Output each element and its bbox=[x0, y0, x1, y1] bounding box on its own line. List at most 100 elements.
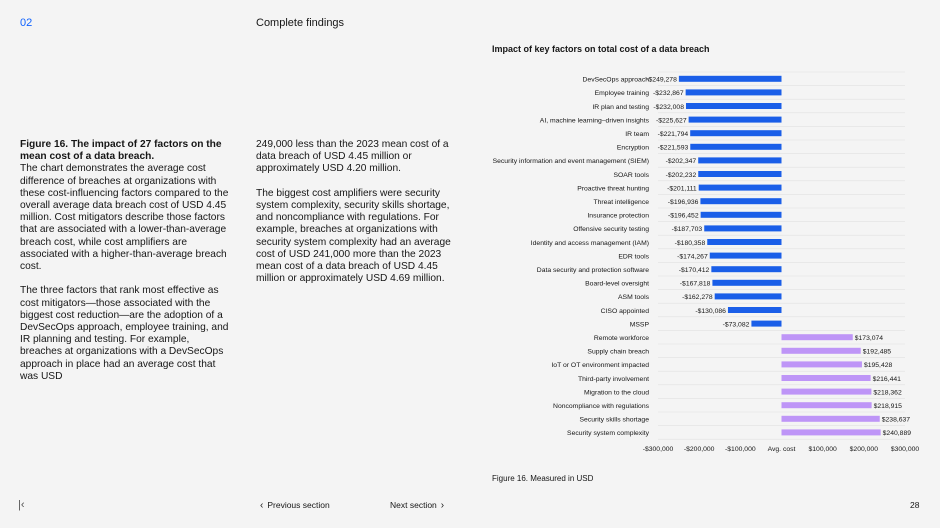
bar bbox=[781, 375, 871, 381]
tick-label: -$100,000 bbox=[725, 446, 756, 453]
category-label: AI, machine learning–driven insights bbox=[540, 117, 650, 124]
value-label: -$221,593 bbox=[658, 145, 689, 152]
category-label: Migration to the cloud bbox=[584, 389, 649, 396]
bar bbox=[685, 103, 782, 109]
category-label: ASM tools bbox=[618, 294, 650, 301]
bar bbox=[700, 211, 782, 218]
bar bbox=[678, 75, 782, 82]
value-label: -$249,278 bbox=[646, 77, 677, 84]
category-label: EDR tools bbox=[618, 253, 649, 260]
value-label: -$232,008 bbox=[653, 104, 684, 111]
category-label: IR team bbox=[625, 131, 649, 138]
value-label: -$232,867 bbox=[653, 90, 684, 97]
category-label: Insurance protection bbox=[587, 213, 649, 220]
category-label: Identity and access management (IAM) bbox=[531, 240, 649, 247]
bar bbox=[781, 429, 881, 436]
value-label: -$221,794 bbox=[658, 131, 689, 138]
category-label: CISO appointed bbox=[601, 308, 650, 315]
category-label: Security system complexity bbox=[567, 430, 650, 437]
chevron-right-icon: › bbox=[440, 500, 445, 511]
category-label: Offensive security testing bbox=[573, 226, 649, 233]
bar bbox=[690, 143, 782, 150]
value-label: $240,889 bbox=[883, 430, 912, 437]
section-title: Complete findings bbox=[256, 17, 345, 29]
value-label: -$225,627 bbox=[656, 117, 687, 124]
page-number: 28 bbox=[910, 500, 920, 510]
figure-title: Figure 16. The impact of 27 factors on t… bbox=[20, 139, 222, 163]
category-label: Proactive threat hunting bbox=[577, 185, 649, 192]
value-label: -$174,267 bbox=[677, 253, 708, 260]
tick-label: $300,000 bbox=[891, 446, 920, 453]
value-label: $238,637 bbox=[882, 417, 911, 424]
category-label: SOAR tools bbox=[613, 172, 649, 179]
category-label: Encryption bbox=[617, 145, 649, 152]
tick-label: $100,000 bbox=[808, 446, 837, 453]
category-label: Employee training bbox=[595, 90, 650, 97]
value-label: -$201,111 bbox=[667, 185, 697, 192]
category-label: Data security and protection software bbox=[537, 267, 649, 274]
tick-label: -$300,000 bbox=[643, 446, 674, 453]
paragraph: The chart demonstrates the average cost … bbox=[20, 163, 229, 273]
value-label: -$196,936 bbox=[668, 199, 699, 206]
category-label: IoT or OT environment impacted bbox=[551, 362, 649, 369]
bar bbox=[688, 116, 782, 123]
category-label: Security skills shortage bbox=[579, 417, 649, 424]
bar bbox=[707, 239, 782, 245]
value-label: -$167,818 bbox=[680, 281, 711, 288]
bar bbox=[700, 198, 782, 205]
bar bbox=[709, 252, 782, 259]
category-label: DevSecOps approach bbox=[583, 77, 650, 84]
bar bbox=[727, 307, 782, 313]
category-label: MSSP bbox=[630, 321, 650, 328]
bar bbox=[698, 184, 782, 191]
value-label: $218,915 bbox=[874, 403, 903, 410]
value-label: -$130,086 bbox=[695, 308, 726, 315]
category-label: Threat intelligence bbox=[593, 199, 649, 206]
text-column-1: Figure 16. The impact of 27 factors on t… bbox=[20, 139, 230, 395]
category-label: Remote workforce bbox=[594, 335, 649, 342]
first-page-icon: |‹ bbox=[18, 499, 25, 511]
next-section-link[interactable]: Next section › bbox=[390, 500, 448, 511]
value-label: -$73,082 bbox=[723, 321, 750, 328]
tick-label: Avg. cost bbox=[768, 446, 796, 453]
next-section-label: Next section bbox=[390, 500, 437, 510]
category-label: Security information and event managemen… bbox=[493, 158, 649, 165]
paragraph: The biggest cost amplifiers were securit… bbox=[256, 187, 451, 285]
value-label: -$202,232 bbox=[666, 172, 697, 179]
tick-label: $200,000 bbox=[850, 446, 879, 453]
category-label: Third-party involvement bbox=[578, 376, 649, 383]
value-label: -$187,703 bbox=[672, 226, 703, 233]
bar bbox=[712, 279, 782, 286]
value-label: -$202,347 bbox=[666, 158, 697, 165]
bar bbox=[781, 361, 862, 368]
chart-note: Figure 16. Measured in USD bbox=[492, 474, 594, 483]
value-label: $192,485 bbox=[863, 349, 892, 356]
bar bbox=[704, 225, 782, 232]
chevron-left-icon: ‹ bbox=[260, 500, 264, 511]
paragraph: 249,000 less than the 2023 mean cost of … bbox=[256, 139, 449, 175]
bar bbox=[685, 89, 782, 96]
category-label: Noncompliance with regulations bbox=[553, 403, 650, 410]
value-label: $218,362 bbox=[873, 389, 902, 396]
category-label: IR plan and testing bbox=[592, 104, 649, 111]
text-column-2: 249,000 less than the 2023 mean cost of … bbox=[256, 139, 466, 298]
section-number: 02 bbox=[20, 17, 33, 29]
bar-chart: DevSecOps approach-$249,278 Employee trai… bbox=[493, 71, 920, 453]
value-label: $173,074 bbox=[855, 335, 884, 342]
value-label: -$180,358 bbox=[675, 240, 706, 247]
bar bbox=[781, 347, 861, 354]
bar bbox=[781, 334, 853, 341]
previous-section-link[interactable]: ‹ Previous section bbox=[256, 500, 330, 511]
bar bbox=[711, 266, 782, 273]
first-page-button[interactable]: |‹ bbox=[18, 499, 25, 511]
value-label: -$196,452 bbox=[668, 213, 699, 220]
bar bbox=[751, 320, 782, 327]
tick-label: -$200,000 bbox=[684, 446, 715, 453]
bar bbox=[781, 388, 872, 395]
paragraph: The three factors that rank most effecti… bbox=[20, 285, 229, 382]
value-label: $195,428 bbox=[864, 362, 893, 369]
bar bbox=[714, 293, 782, 300]
bar bbox=[781, 402, 872, 409]
value-label: -$170,412 bbox=[679, 267, 710, 274]
category-label: Board-level oversight bbox=[585, 281, 649, 288]
